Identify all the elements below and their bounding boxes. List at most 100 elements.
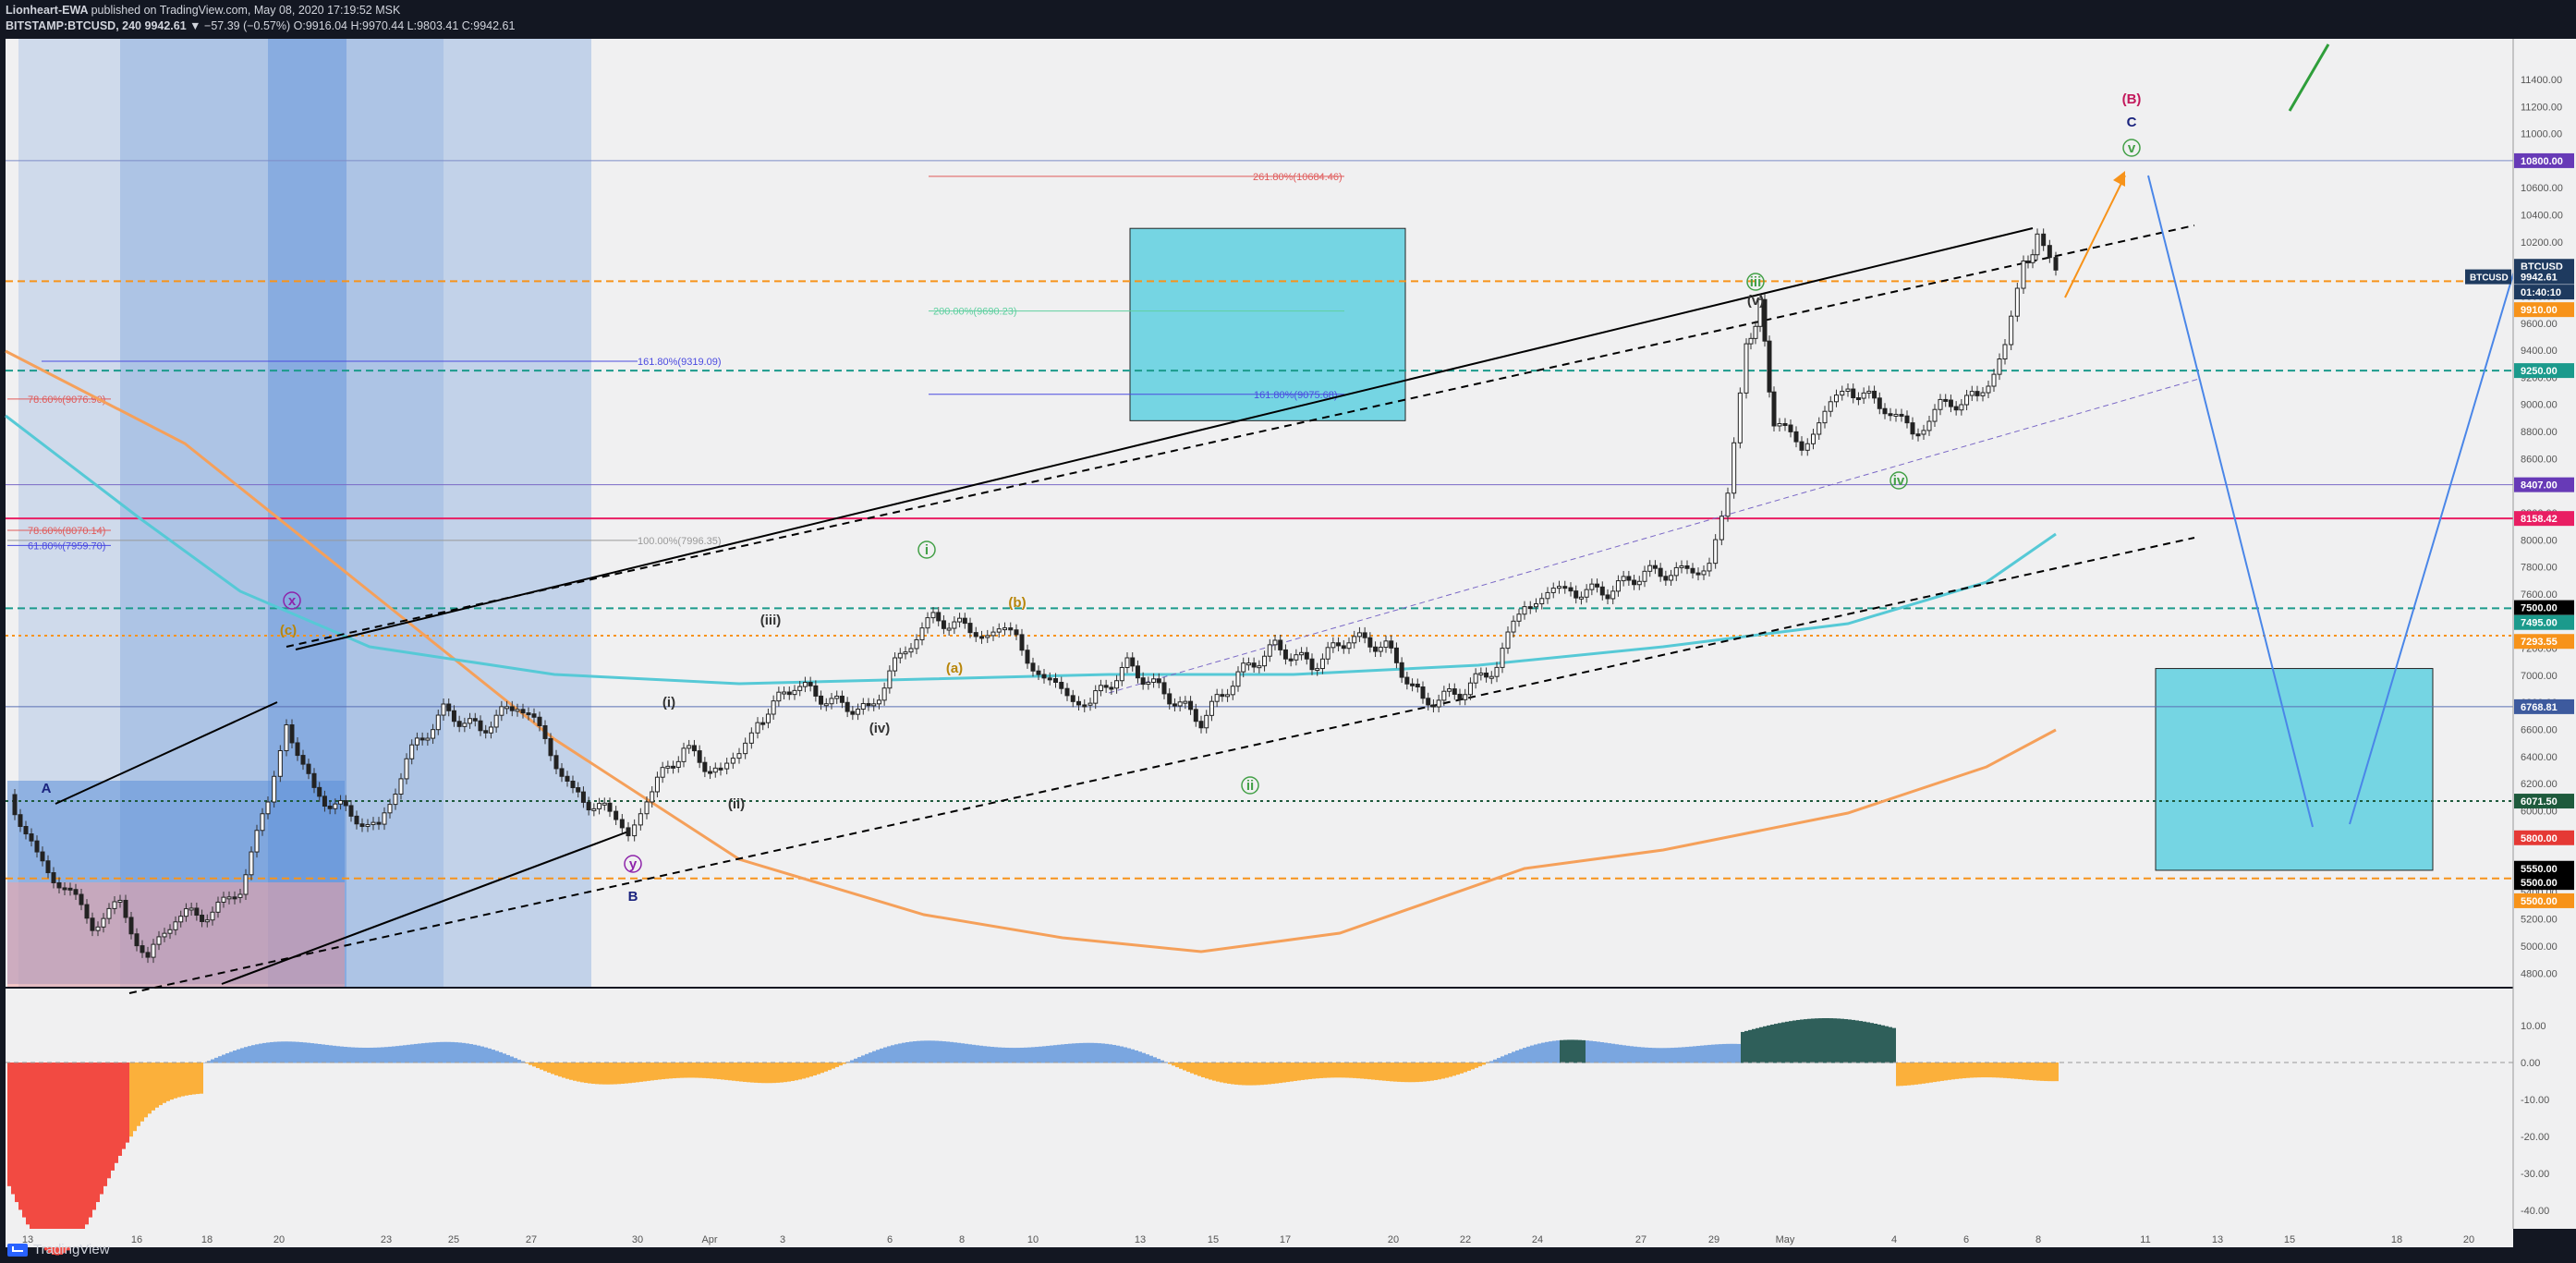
- osc-bar: [954, 1042, 957, 1063]
- tradingview-logo[interactable]: TradingView: [7, 1242, 110, 1257]
- osc-bar: [192, 1063, 196, 1095]
- candle-up: [1757, 298, 1763, 327]
- candle-up: [1325, 647, 1331, 660]
- osc-bar: [1120, 1046, 1124, 1063]
- candle-up: [499, 706, 504, 716]
- osc-tick-2: -10.00: [2521, 1095, 2549, 1106]
- osc-bar: [902, 1042, 905, 1063]
- candle-up: [398, 778, 404, 795]
- osc-bar: [887, 1046, 891, 1063]
- candle-up: [632, 824, 638, 837]
- osc-bar: [1933, 1063, 1937, 1083]
- osc-bar: [1301, 1063, 1305, 1080]
- candle-up: [1488, 675, 1494, 679]
- osc-bar: [1641, 1047, 1645, 1063]
- osc-bar: [706, 1063, 710, 1079]
- osc-bar: [1874, 1024, 1877, 1063]
- osc-bar: [784, 1063, 787, 1083]
- osc-bar: [455, 1042, 458, 1063]
- osc-bar: [52, 1063, 55, 1255]
- x-tick-21: May: [1776, 1234, 1795, 1245]
- candle-up: [2035, 233, 2040, 256]
- candle-up: [930, 612, 936, 619]
- osc-bar: [81, 1063, 85, 1232]
- osc-bar: [314, 1043, 318, 1063]
- osc-bar: [1707, 1044, 1711, 1063]
- osc-bar: [229, 1051, 233, 1063]
- candle-down: [1527, 606, 1533, 610]
- candle-up: [1589, 583, 1595, 590]
- osc-bar: [1124, 1047, 1127, 1063]
- x-tick-27: 15: [2284, 1234, 2295, 1245]
- candle-down: [619, 819, 625, 829]
- osc-bar: [928, 1040, 931, 1063]
- price-mark-bg-2: [2514, 269, 2574, 285]
- candle-up: [1294, 654, 1299, 661]
- osc-bar: [869, 1052, 872, 1063]
- osc-bar: [1744, 1030, 1748, 1063]
- candle-up: [204, 919, 210, 923]
- osc-bar: [1294, 1063, 1297, 1081]
- osc-bar: [990, 1047, 994, 1063]
- osc-bar: [1970, 1063, 1974, 1078]
- price-mark-15: 5500.00: [2521, 878, 2558, 889]
- osc-bar: [820, 1063, 824, 1074]
- osc-bar: [780, 1063, 784, 1083]
- osc-bar: [418, 1043, 421, 1063]
- candle-up: [776, 691, 782, 702]
- osc-bar: [832, 1063, 835, 1069]
- author-name[interactable]: Lionheart-EWA: [6, 4, 89, 17]
- osc-bar: [11, 1063, 15, 1195]
- x-tick-22: 4: [1891, 1234, 1897, 1245]
- osc-bar: [599, 1063, 602, 1085]
- wave-label-17: B: [628, 889, 638, 905]
- candle-down: [1172, 703, 1177, 707]
- osc-bar: [913, 1041, 917, 1063]
- candle-up: [1331, 642, 1336, 649]
- candle-up: [1467, 682, 1473, 696]
- osc-bar: [806, 1063, 809, 1078]
- osc-bar: [1087, 1042, 1090, 1063]
- osc-bar: [529, 1063, 532, 1065]
- osc-bar: [776, 1063, 780, 1083]
- osc-bar: [728, 1063, 732, 1081]
- osc-bar: [606, 1063, 610, 1085]
- candle-down: [145, 952, 151, 958]
- chart-header: Lionheart-EWA published on TradingView.c…: [0, 0, 2576, 37]
- osc-bar: [1160, 1060, 1164, 1063]
- candle-up: [249, 851, 254, 876]
- candle-down: [614, 810, 619, 820]
- x-tick-18: 24: [1532, 1234, 1543, 1245]
- symbol-name[interactable]: BITSTAMP:BTCUSD, 240: [6, 19, 142, 32]
- candle-up: [1114, 680, 1120, 689]
- osc-bar: [2047, 1063, 2051, 1082]
- osc-bar: [1471, 1063, 1475, 1070]
- candle-up: [1893, 413, 1899, 417]
- candle-up: [156, 936, 162, 945]
- candle-down: [786, 691, 792, 696]
- candle-up: [952, 621, 957, 629]
- osc-bar: [7, 1063, 11, 1186]
- candle-down: [29, 833, 34, 842]
- osc-bar: [1438, 1063, 1441, 1080]
- candle-down: [1771, 391, 1777, 427]
- osc-bar: [1870, 1023, 1874, 1063]
- x-tick-24: 8: [2035, 1234, 2041, 1245]
- candle-down: [1198, 721, 1204, 729]
- candle-up: [925, 617, 930, 629]
- y-tick-19: 7600.00: [2521, 589, 2558, 601]
- candle-up: [1177, 701, 1183, 707]
- candle-up: [1356, 632, 1362, 638]
- osc-bar: [384, 1047, 388, 1063]
- candle-up: [1732, 442, 1737, 494]
- candle-up: [1822, 410, 1828, 424]
- osc-bar: [983, 1046, 987, 1063]
- osc-bar: [573, 1063, 577, 1081]
- osc-bar: [905, 1041, 909, 1063]
- osc-bar: [732, 1063, 735, 1081]
- candle-down: [12, 794, 18, 816]
- osc-bar: [1404, 1063, 1408, 1083]
- wave-label-5: iv: [1893, 473, 1905, 489]
- osc-bar: [584, 1063, 588, 1084]
